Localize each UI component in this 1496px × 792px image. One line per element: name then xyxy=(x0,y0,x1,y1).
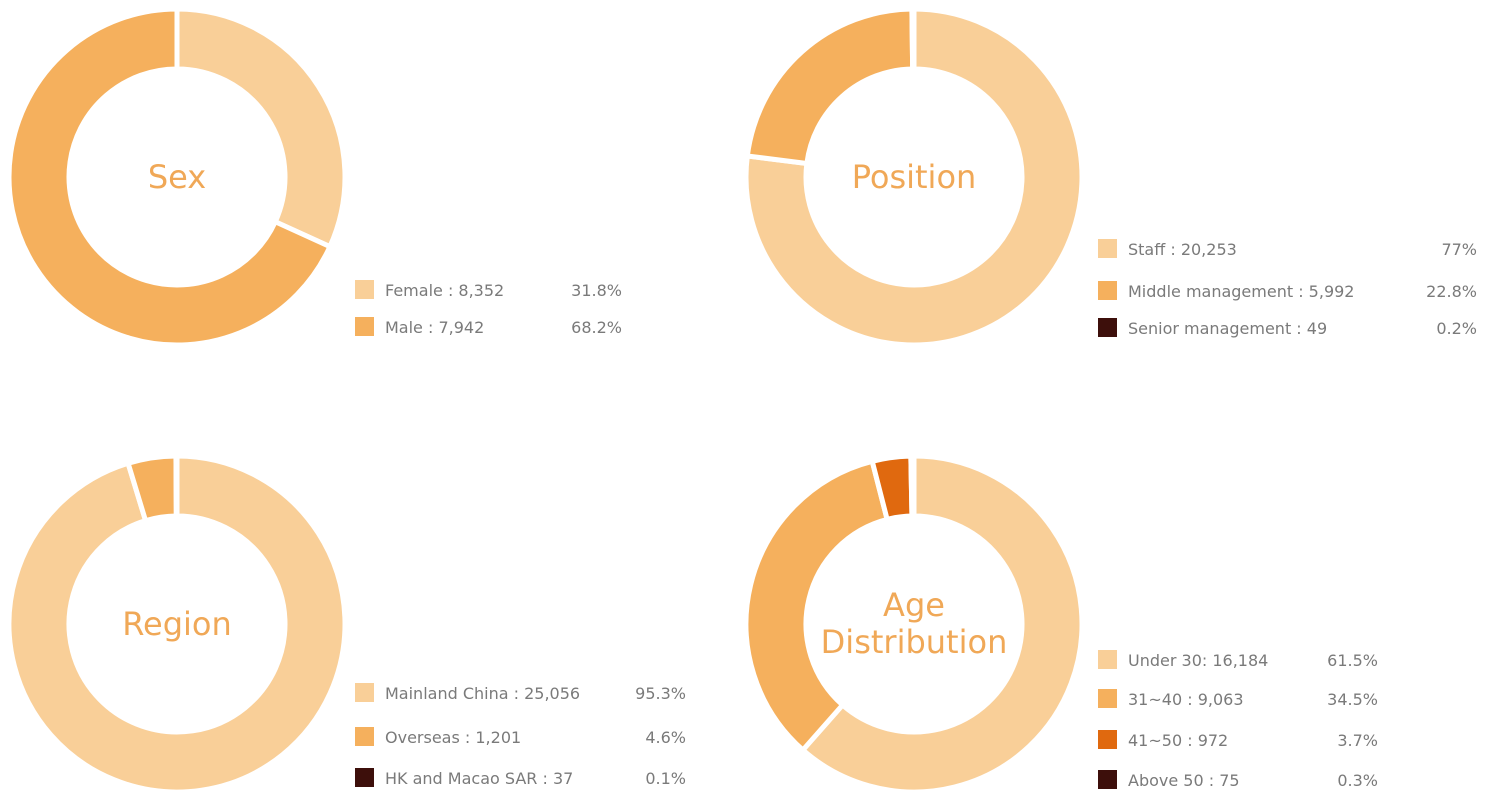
legend-label: Above 50 : 75 xyxy=(1128,770,1240,790)
legend-swatch xyxy=(355,683,374,702)
legend-label: Under 30: 16,184 xyxy=(1128,650,1269,670)
legend-item: Under 30: 16,184 61.5% xyxy=(1098,649,1378,671)
legend-item: Staff : 20,253 77% xyxy=(1098,238,1477,260)
legend-swatch xyxy=(355,317,374,336)
legend-item: Middle management : 5,992 22.8% xyxy=(1098,280,1477,302)
legend-swatch xyxy=(355,768,374,787)
donut-slice xyxy=(743,458,891,754)
legend-label: Middle management : 5,992 xyxy=(1128,281,1355,301)
donut-slice xyxy=(743,6,1085,348)
legend-percent: 0.3% xyxy=(1337,770,1378,790)
legend-label: Overseas : 1,201 xyxy=(385,727,522,747)
donut-slice xyxy=(799,453,1085,792)
donut-slice xyxy=(744,6,916,167)
donut-slice xyxy=(909,6,917,72)
legend-percent: 61.5% xyxy=(1327,650,1378,670)
legend-item: Mainland China : 25,056 95.3% xyxy=(355,682,686,704)
legend-swatch xyxy=(1098,318,1117,337)
legend-swatch xyxy=(1098,689,1117,708)
legend-percent: 4.6% xyxy=(645,727,686,747)
legend-swatch xyxy=(1098,281,1117,300)
legend-percent: 31.8% xyxy=(571,280,622,300)
legend-item: Senior management : 49 0.2% xyxy=(1098,317,1477,339)
legend-swatch xyxy=(1098,730,1117,749)
legend-percent: 68.2% xyxy=(571,317,622,337)
legend-swatch xyxy=(1098,239,1117,258)
legend-item: 41~50 : 972 3.7% xyxy=(1098,729,1378,751)
legend-label: HK and Macao SAR : 37 xyxy=(385,768,574,788)
legend-item: Above 50 : 75 0.3% xyxy=(1098,769,1378,791)
legend-swatch xyxy=(1098,770,1117,789)
legend-item: HK and Macao SAR : 37 0.1% xyxy=(355,767,686,789)
legend-percent: 77% xyxy=(1441,239,1477,259)
donut-slice xyxy=(6,6,334,348)
donut-slice xyxy=(173,453,180,519)
legend-label: Male : 7,942 xyxy=(385,317,485,337)
chart-title: Position xyxy=(851,157,977,196)
legend-item: Female : 8,352 31.8% xyxy=(355,279,622,301)
legend-percent: 34.5% xyxy=(1327,689,1378,709)
legend-item: Overseas : 1,201 4.6% xyxy=(355,726,686,748)
legend-swatch xyxy=(1098,650,1117,669)
legend-item: 31~40 : 9,063 34.5% xyxy=(1098,688,1378,710)
legend-percent: 0.2% xyxy=(1436,318,1477,338)
donut-slice xyxy=(6,453,348,792)
legend-percent: 22.8% xyxy=(1426,281,1477,301)
legend-percent: 0.1% xyxy=(645,768,686,788)
chart-title: Region xyxy=(122,604,232,643)
legend-label: Mainland China : 25,056 xyxy=(385,683,581,703)
chart-title: Age Distribution xyxy=(820,586,1008,661)
legend-percent: 3.7% xyxy=(1337,730,1378,750)
legend-label: Staff : 20,253 xyxy=(1128,239,1237,259)
legend-swatch xyxy=(355,280,374,299)
donut-slice xyxy=(908,453,917,519)
chart-title: Sex xyxy=(147,157,207,196)
legend-percent: 95.3% xyxy=(635,683,686,703)
legend-swatch xyxy=(355,727,374,746)
donut-slice xyxy=(174,6,348,250)
legend-label: Female : 8,352 xyxy=(385,280,505,300)
legend-label: Senior management : 49 xyxy=(1128,318,1328,338)
legend-label: 41~50 : 972 xyxy=(1128,730,1229,750)
legend-label: 31~40 : 9,063 xyxy=(1128,689,1244,709)
legend-item: Male : 7,942 68.2% xyxy=(355,316,622,338)
